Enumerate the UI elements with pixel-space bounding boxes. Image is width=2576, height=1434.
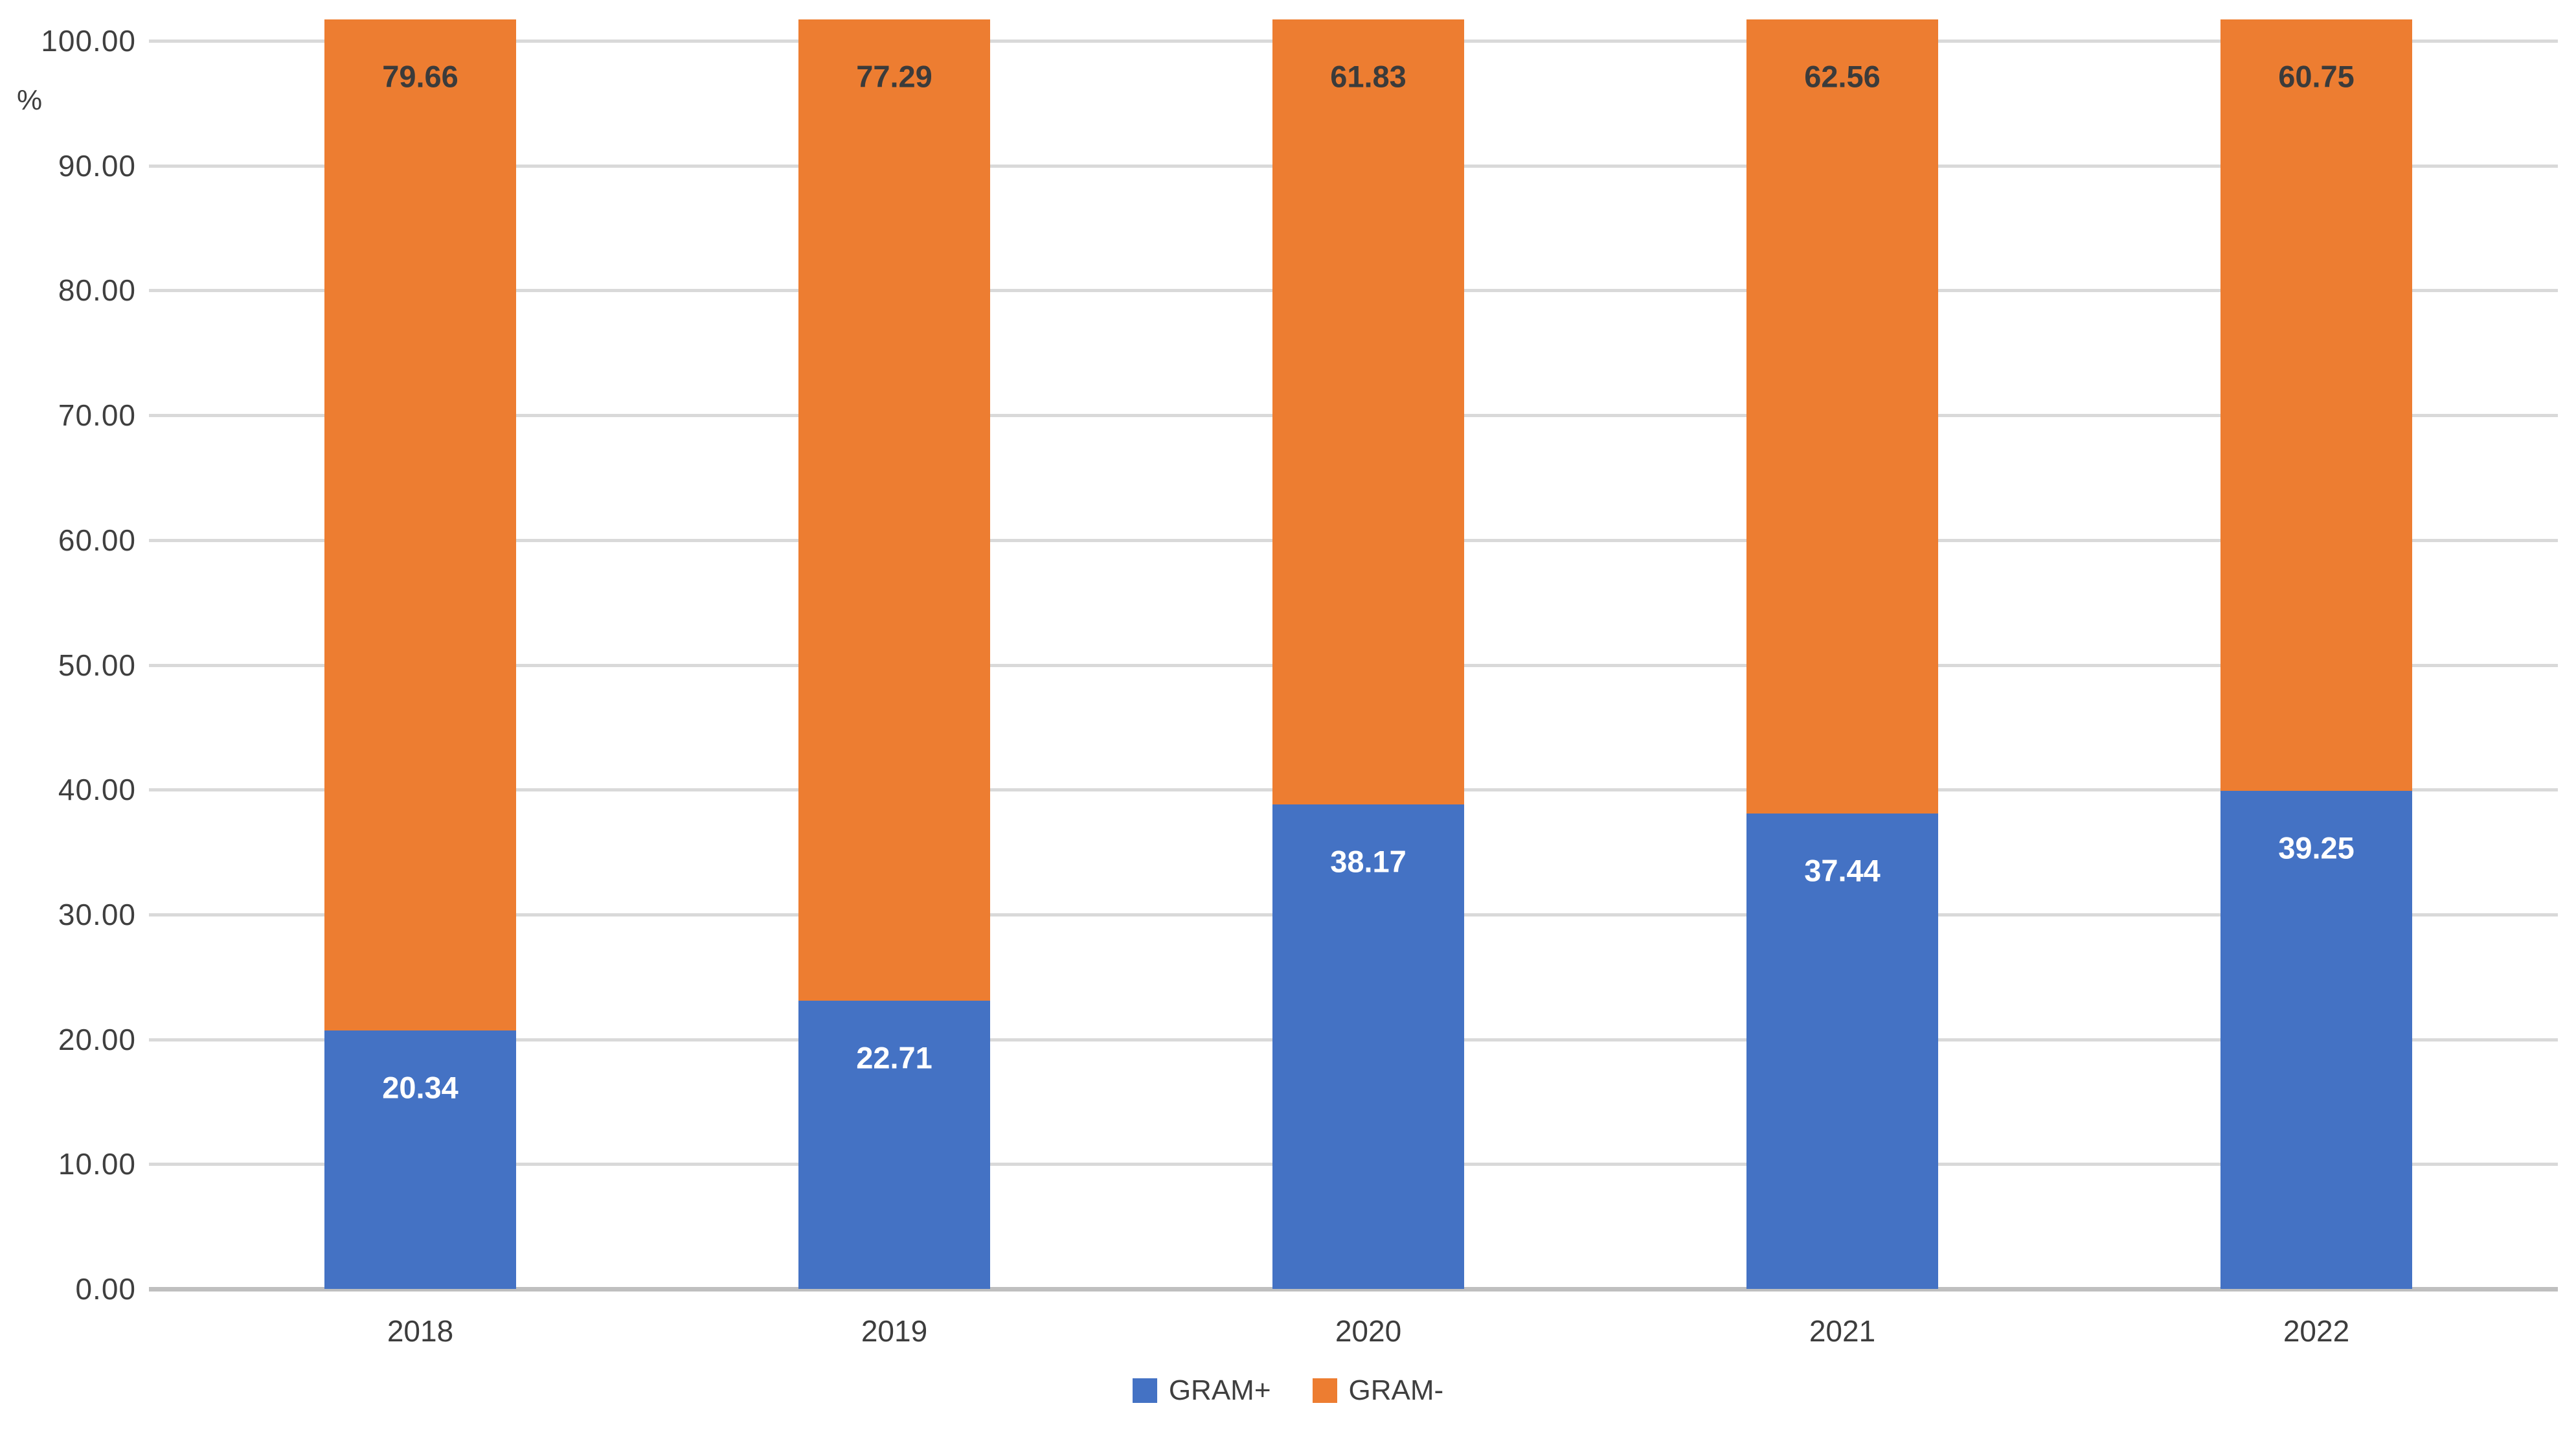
bar-2020-gramplus — [1272, 804, 1464, 1289]
x-label-2018: 2018 — [387, 1314, 454, 1348]
bar-2020-gramminus — [1272, 19, 1464, 804]
data-label-2018-gramplus: 20.34 — [382, 1070, 458, 1105]
bar-2021-gramplus — [1746, 814, 1938, 1289]
x-label-2022: 2022 — [2283, 1314, 2350, 1348]
data-label-2021-gramminus: 62.56 — [1804, 59, 1881, 94]
chart-legend: GRAM+ GRAM- — [0, 1374, 2576, 1407]
y-tick-10: 10.00 — [58, 1147, 136, 1181]
x-label-2019: 2019 — [861, 1314, 928, 1348]
bar-2019-gramminus — [798, 19, 990, 1001]
data-label-2022-gramplus: 39.25 — [2278, 830, 2355, 865]
data-label-2020-gramminus: 61.83 — [1330, 59, 1407, 94]
x-axis-baseline — [149, 1287, 2558, 1292]
x-label-2021: 2021 — [1809, 1314, 1876, 1348]
y-tick-60: 60.00 — [58, 523, 136, 557]
y-tick-0: 0.00 — [75, 1272, 136, 1306]
bar-2018-gramplus — [324, 1030, 516, 1289]
bar-2022-gramplus — [2220, 790, 2412, 1289]
x-label-2020: 2020 — [1335, 1314, 1402, 1348]
y-axis-title: % — [17, 84, 43, 116]
data-label-2018-gramminus: 79.66 — [382, 59, 458, 94]
bar-2019-gramplus — [798, 1000, 990, 1289]
bar-2021-gramminus — [1746, 19, 1938, 814]
y-tick-20: 20.00 — [58, 1022, 136, 1056]
legend-item-gramminus: GRAM- — [1312, 1374, 1444, 1407]
y-tick-100: 100.00 — [41, 24, 136, 58]
y-tick-90: 90.00 — [58, 148, 136, 183]
y-tick-80: 80.00 — [58, 273, 136, 308]
bar-2022-gramminus — [2220, 19, 2412, 791]
legend-swatch-gramminus — [1312, 1378, 1337, 1403]
legend-swatch-gramplus — [1132, 1378, 1157, 1403]
data-label-2019-gramplus: 22.71 — [856, 1040, 932, 1075]
y-tick-40: 40.00 — [58, 773, 136, 807]
y-tick-50: 50.00 — [58, 648, 136, 682]
legend-item-gramplus: GRAM+ — [1132, 1374, 1271, 1407]
data-label-2021-gramplus: 37.44 — [1804, 853, 1881, 888]
bar-2018-gramminus — [324, 19, 516, 1031]
data-label-2020-gramplus: 38.17 — [1330, 844, 1407, 879]
data-label-2022-gramminus: 60.75 — [2278, 59, 2355, 94]
legend-label-gramminus: GRAM- — [1348, 1374, 1444, 1406]
legend-label-gramplus: GRAM+ — [1168, 1374, 1271, 1406]
y-tick-30: 30.00 — [58, 897, 136, 931]
y-tick-70: 70.00 — [58, 398, 136, 433]
data-label-2019-gramminus: 77.29 — [856, 59, 932, 94]
